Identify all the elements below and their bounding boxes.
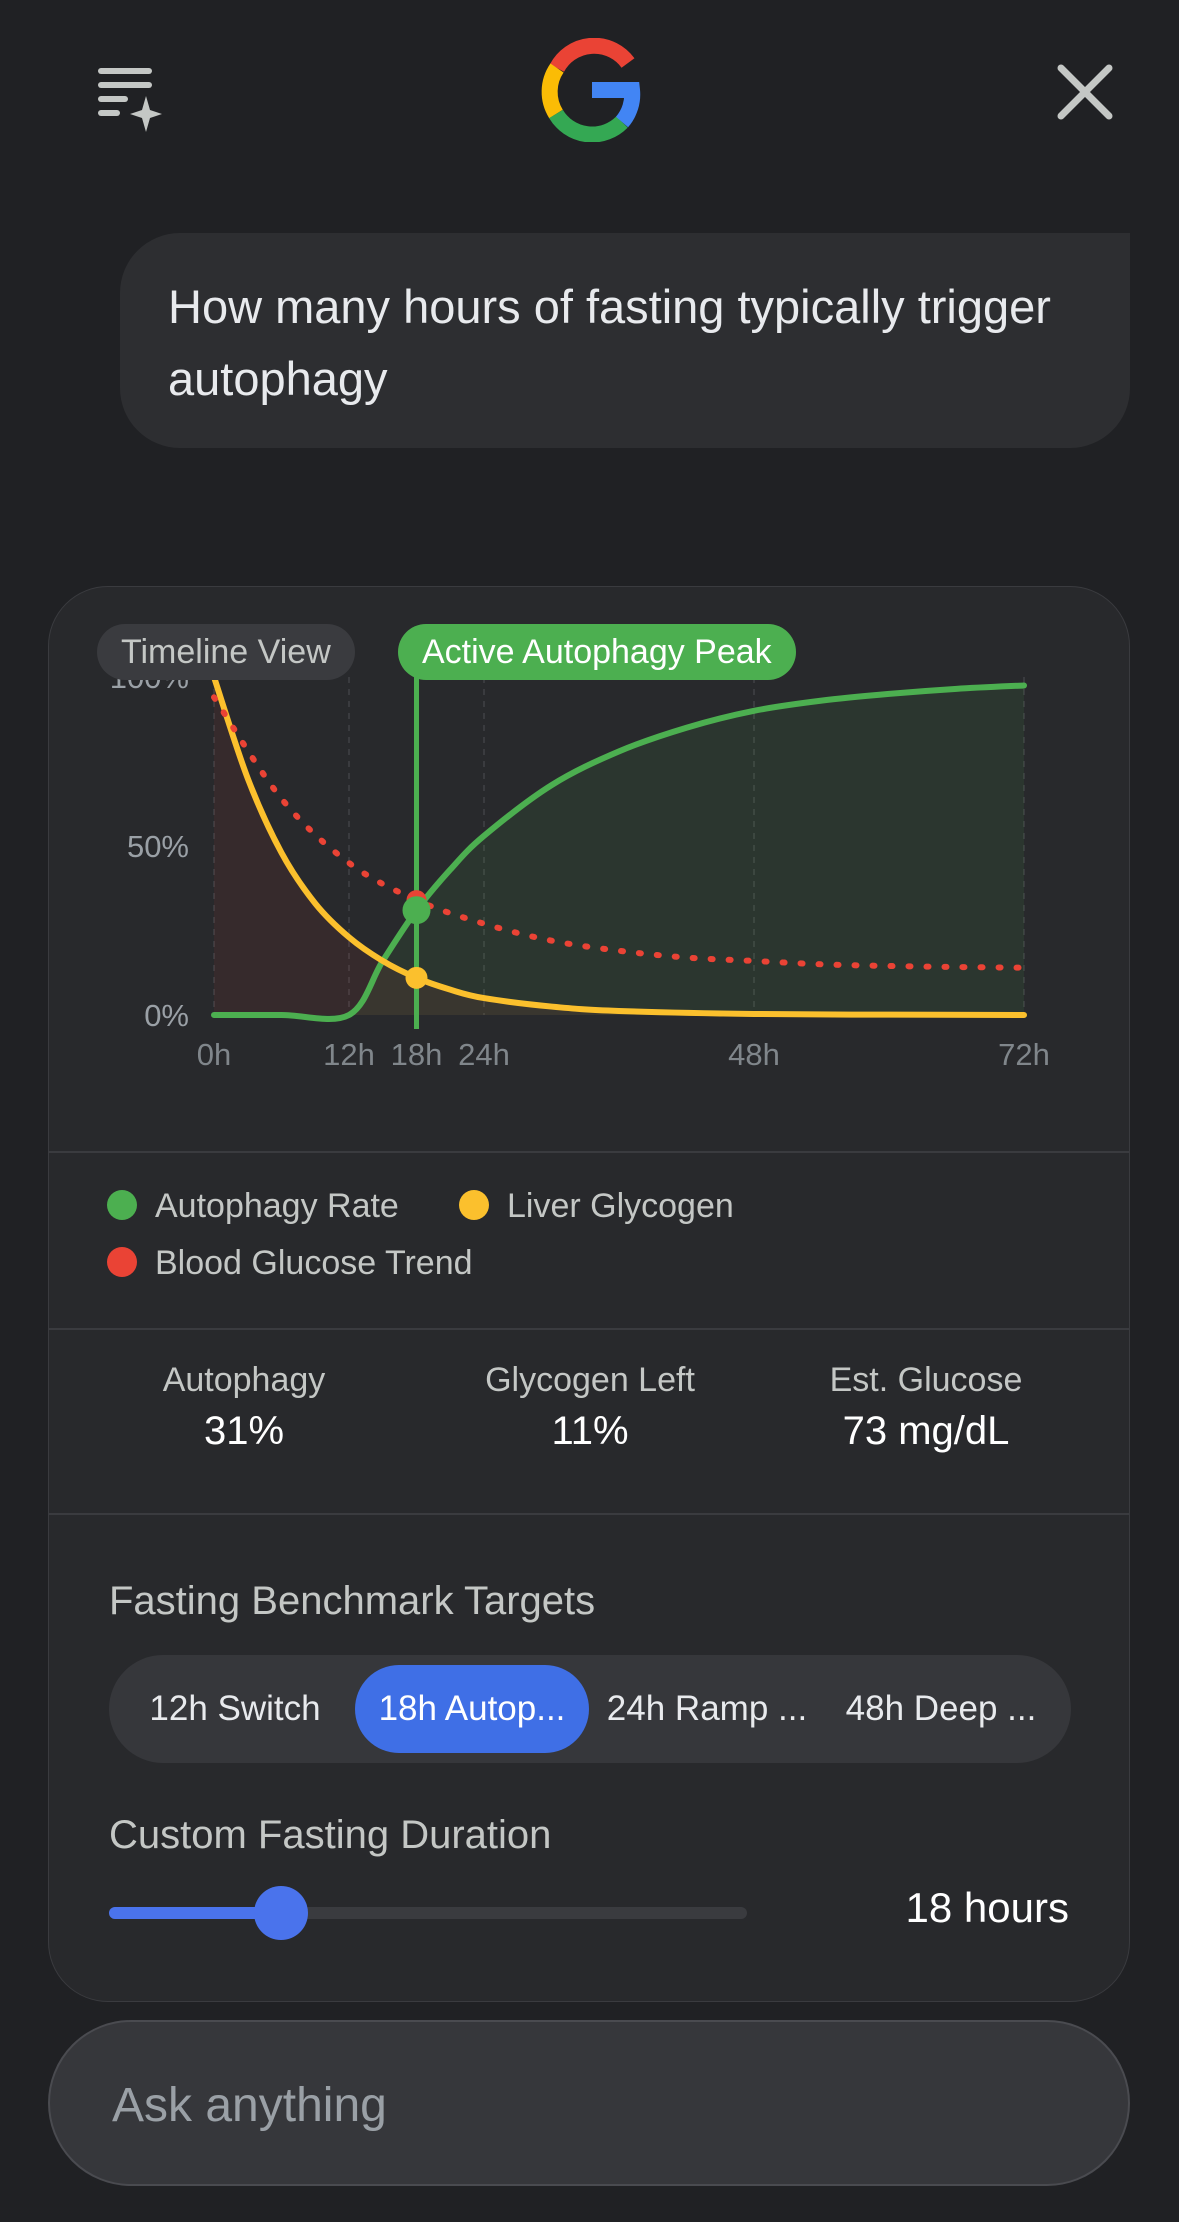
benchmark-option-24h[interactable]: 24h Ramp ... xyxy=(606,1689,808,1728)
menu-sparkle-icon[interactable] xyxy=(88,58,168,138)
stat-autophagy: Autophagy 31% xyxy=(74,1357,414,1459)
x-tick-label: 18h xyxy=(391,1037,443,1072)
benchmark-targets-title: Fasting Benchmark Targets xyxy=(109,1579,596,1623)
marker-point-liver-glycogen xyxy=(405,966,428,989)
divider xyxy=(49,1151,1129,1153)
benchmark-option-48h[interactable]: 48h Deep ... xyxy=(845,1689,1037,1728)
close-icon[interactable] xyxy=(1045,52,1125,132)
x-tick-label: 24h xyxy=(458,1037,510,1072)
legend-item-liver-glycogen: Liver Glycogen xyxy=(459,1187,734,1226)
legend-item-autophagy-rate: Autophagy Rate xyxy=(107,1187,399,1226)
legend-dot-icon xyxy=(107,1247,137,1278)
series-line-autophagy-rate xyxy=(211,682,1027,1023)
y-tick-label: 50% xyxy=(127,829,189,864)
legend-label: Autophagy Rate xyxy=(155,1187,399,1225)
x-tick-label: 48h xyxy=(728,1037,780,1072)
divider xyxy=(49,1328,1129,1330)
stat-label: Glycogen Left xyxy=(485,1361,695,1399)
legend-dot-icon xyxy=(459,1190,489,1221)
timeline-view-pill[interactable]: Timeline View xyxy=(97,624,355,680)
duration-value-label: 18 hours xyxy=(905,1884,1069,1931)
y-tick-label: 0% xyxy=(144,998,189,1033)
benchmark-option-18h[interactable]: 18h Autop... xyxy=(355,1665,589,1753)
duration-slider-fill xyxy=(109,1907,282,1919)
series-area-1 xyxy=(214,677,1024,1015)
ask-bar xyxy=(48,2020,1130,2186)
stat-glycogen-left: Glycogen Left 11% xyxy=(420,1357,760,1459)
legend-label: Blood Glucose Trend xyxy=(155,1244,473,1282)
user-query-text: How many hours of fasting typically trig… xyxy=(168,280,1051,405)
stats-row: Autophagy 31% Glycogen Left 11% Est. Glu… xyxy=(49,1357,1129,1487)
google-g-logo xyxy=(538,37,642,143)
series-line-liver-glycogen xyxy=(211,674,1027,1018)
legend-label: Liver Glycogen xyxy=(507,1187,734,1225)
stat-value: 11% xyxy=(551,1409,629,1453)
ask-input[interactable] xyxy=(110,2062,1074,2148)
benchmark-option-12h[interactable]: 12h Switch xyxy=(149,1689,321,1728)
duration-slider-thumb[interactable] xyxy=(254,1886,309,1940)
benchmark-segmented-control: 12h Switch 18h Autop... 24h Ramp ... 48h… xyxy=(109,1655,1071,1763)
top-bar xyxy=(0,0,1179,190)
stat-label: Est. Glucose xyxy=(829,1361,1023,1399)
custom-duration-title: Custom Fasting Duration xyxy=(109,1813,552,1857)
x-tick-label: 0h xyxy=(197,1037,231,1072)
user-query-bubble: How many hours of fasting typically trig… xyxy=(120,233,1130,448)
active-autophagy-peak-pill: Active Autophagy Peak xyxy=(398,624,796,680)
stat-est-glucose: Est. Glucose 73 mg/dL xyxy=(756,1357,1096,1459)
x-tick-label: 12h xyxy=(323,1037,375,1072)
divider xyxy=(49,1513,1129,1515)
stat-value: 73 mg/dL xyxy=(842,1409,1010,1453)
x-tick-label: 72h xyxy=(998,1037,1050,1072)
stat-value: 31% xyxy=(203,1409,285,1453)
stat-label: Autophagy xyxy=(162,1361,326,1399)
legend-item-blood-glucose: Blood Glucose Trend xyxy=(107,1244,473,1283)
legend-dot-icon xyxy=(107,1190,137,1221)
series-line-blood-glucose-trend xyxy=(211,694,1027,971)
marker-point-autophagy-rate xyxy=(402,896,431,925)
